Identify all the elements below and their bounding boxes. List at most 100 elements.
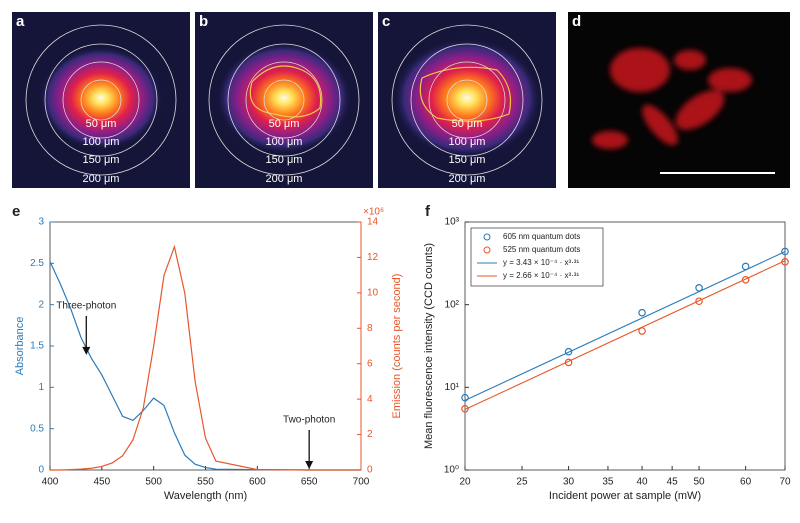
ring-label: 100 μm (449, 136, 486, 148)
contour (419, 66, 512, 122)
ring (391, 24, 543, 176)
legend-label: y = 3.43 × 10⁻⁴ · x³·³¹ (503, 258, 579, 267)
ring (428, 61, 506, 139)
legend-label: y = 2.66 × 10⁻⁴ · x³·³¹ (503, 271, 579, 280)
x-tick-label: 35 (602, 477, 614, 488)
ring (80, 79, 122, 121)
x-tick-label: 20 (459, 477, 471, 488)
x-tick-label: 30 (563, 477, 575, 488)
point (461, 404, 469, 413)
x-tick-label: 40 (636, 477, 648, 488)
y-tick-label: 2 (38, 299, 44, 310)
ring (208, 24, 360, 176)
panel-label: e (12, 203, 20, 220)
y-tick-label: 14 (367, 217, 379, 228)
legend-swatch (483, 233, 491, 241)
ring-label: 100 μm (83, 136, 120, 148)
x-label: Wavelength (nm) (164, 490, 247, 502)
x-tick-label: 450 (93, 477, 110, 488)
contour (249, 65, 322, 118)
ring-label: 100 μm (266, 136, 303, 148)
x-tick-label: 25 (516, 477, 528, 488)
y-tick-label: 10² (445, 299, 460, 310)
arrow-head (305, 461, 314, 469)
ring-label: 200 μm (266, 173, 303, 185)
point (781, 247, 789, 256)
ring (62, 61, 140, 139)
ring (446, 79, 488, 121)
ring (410, 43, 524, 157)
y-label: Absorbance (14, 317, 26, 376)
panel-label: d (572, 13, 581, 30)
x-tick-label: 45 (667, 477, 679, 488)
panel-label: b (199, 13, 208, 30)
y-tick-label: 0.5 (30, 423, 44, 434)
y-tick-label: 3 (38, 217, 44, 228)
ring-label: 50 μm (86, 118, 117, 130)
y-label: Mean fluorescence intensity (CCD counts) (423, 243, 435, 449)
legend-label: 525 nm quantum dots (503, 245, 580, 254)
ring-label: 50 μm (269, 118, 300, 130)
x-label: Incident power at sample (mW) (549, 490, 701, 502)
panel-label: a (16, 13, 25, 30)
glow (393, 38, 541, 158)
legend-label: 605 nm quantum dots (503, 232, 580, 241)
y-tick-label: 10⁰ (444, 465, 459, 476)
ring (263, 79, 305, 121)
ring (245, 61, 323, 139)
ring-label: 150 μm (266, 154, 303, 166)
y2-multiplier: ×10⁶ (363, 207, 384, 218)
annotation: Two-photon (283, 415, 335, 426)
ring-label: 150 μm (83, 154, 120, 166)
point (638, 308, 646, 317)
x-tick-label: 50 (693, 477, 705, 488)
cells (592, 48, 752, 149)
y-tick-label: 1.5 (30, 341, 44, 352)
y-tick-label: 2 (367, 429, 373, 440)
y-tick-label: 1 (38, 382, 44, 393)
x-tick-label: 700 (353, 477, 370, 488)
y-tick-label: 10 (367, 287, 379, 298)
y-tick-label: 8 (367, 323, 373, 334)
plot-frame (49, 221, 362, 471)
y2-label: Emission (counts per second) (391, 274, 403, 419)
point (695, 297, 703, 306)
arrow-head (82, 346, 91, 355)
y-tick-label: 2.5 (30, 258, 44, 269)
y-tick-label: 10¹ (445, 382, 460, 393)
image-d (568, 12, 790, 188)
y-tick-label: 6 (367, 358, 373, 369)
ring (227, 43, 341, 157)
ring-label: 150 μm (449, 154, 486, 166)
annotation: Three-photon (56, 301, 116, 312)
fit-line (464, 251, 786, 401)
y-tick-label: 0 (367, 465, 373, 476)
glow (216, 42, 352, 154)
x-tick-label: 60 (740, 477, 752, 488)
point (564, 347, 573, 356)
point (638, 327, 646, 335)
ring-label: 200 μm (83, 173, 120, 185)
line (50, 244, 361, 471)
point (741, 275, 750, 284)
x-tick-label: 550 (197, 477, 214, 488)
x-tick-label: 500 (145, 477, 162, 488)
point (461, 393, 469, 402)
ring (44, 43, 158, 157)
panel-label: c (382, 13, 390, 30)
y-tick-label: 4 (367, 394, 373, 405)
legend-swatch (483, 246, 491, 254)
x-tick-label: 400 (42, 477, 59, 488)
ring-label: 50 μm (452, 118, 483, 130)
line (49, 261, 361, 471)
x-tick-label: 70 (779, 477, 791, 488)
panel-label: f (425, 203, 431, 220)
y-tick-label: 0 (38, 465, 44, 476)
y-tick-label: 10³ (445, 217, 460, 228)
ring-label: 200 μm (449, 173, 486, 185)
glow (39, 46, 163, 150)
y-tick-label: 12 (367, 252, 379, 263)
plot-frame (464, 221, 786, 471)
ring (25, 24, 177, 176)
